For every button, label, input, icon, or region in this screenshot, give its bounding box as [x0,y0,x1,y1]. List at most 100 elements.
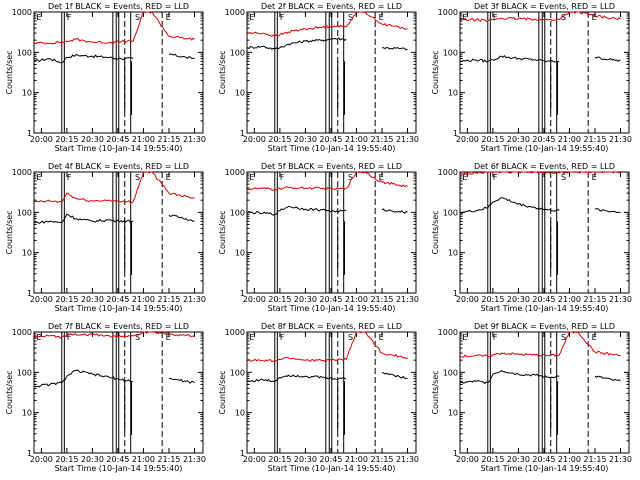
series-line-lld [460,11,621,23]
event-marker: S [561,13,566,22]
event-marker: E [166,173,171,182]
y-axis-label: Counts/sec [431,210,440,254]
y-tick-label: 10 [235,249,245,258]
x-tick-label: 20:15 [268,295,291,304]
series-line-events [247,37,408,51]
x-tick-label: 20:30 [507,455,530,464]
y-tick-label: 10 [448,249,458,258]
chart-title: Det 3f BLACK = Events, RED = LLD [474,2,615,11]
event-marker: E [166,333,171,342]
x-tick-label: 20:30 [294,135,317,144]
detector-panel-6: Det 6f BLACK = Events, RED = LLD 1 10 100 10… [426,160,639,320]
y-tick-label: 1000 [225,328,245,337]
y-tick-label: 10 [235,409,245,418]
series-line-lld [247,331,408,363]
x-tick-label: 21:15 [157,135,180,144]
y-tick-label: 100 [17,48,32,57]
x-tick-label: 20:00 [30,455,53,464]
event-marker: F [493,13,498,22]
x-tick-label: 20:00 [243,455,266,464]
event-marker: E [249,13,254,22]
y-axis-label: Counts/sec [5,210,14,254]
x-tick-label: 20:15 [55,135,78,144]
panel-chart: Det 3f BLACK = Events, RED = LLD 1 10 100 10… [431,2,632,153]
x-tick-label: 21:30 [396,295,419,304]
y-axis-label: Counts/sec [5,50,14,94]
event-marker: F [67,333,72,342]
x-tick-label: 21:30 [609,455,632,464]
x-tick-label: 21:30 [183,295,206,304]
x-tick-label: 20:45 [106,295,129,304]
y-tick-label: 1 [453,129,458,138]
event-marker: E [592,13,597,22]
y-tick-label: 1000 [438,168,458,177]
event-marker: E [36,173,41,182]
x-tick-label: 21:00 [132,295,155,304]
event-marker: F [280,333,285,342]
x-tick-label: 21:15 [583,135,606,144]
x-tick-label: 20:00 [456,455,479,464]
y-tick-label: 1000 [438,328,458,337]
y-tick-label: 10 [235,89,245,98]
y-axis-label: Counts/sec [431,50,440,94]
chart-title: Det 4f BLACK = Events, RED = LLD [48,162,189,171]
series-line-events [247,371,408,383]
y-axis-label: Counts/sec [5,370,14,414]
detector-panel-1: Det 1f BLACK = Events, RED = LLD 1 10 100 10… [0,0,213,160]
chart-title: Det 8f BLACK = Events, RED = LLD [261,322,402,331]
x-tick-label: 20:30 [294,455,317,464]
chart-title: Det 5f BLACK = Events, RED = LLD [261,162,402,171]
event-marker: E [166,13,171,22]
x-tick-label: 20:00 [243,295,266,304]
series-line-events [247,205,408,216]
x-tick-label: 20:15 [268,455,291,464]
y-tick-label: 100 [443,208,458,217]
series-line-lld [34,331,195,339]
x-tick-label: 21:30 [396,455,419,464]
x-tick-label: 21:30 [609,135,632,144]
x-tick-label: 20:15 [481,455,504,464]
x-tick-label: 21:00 [132,455,155,464]
y-tick-label: 10 [22,249,32,258]
panel-chart: Det 7f BLACK = Events, RED = LLD 1 10 100 10… [5,322,206,473]
event-marker: S [135,333,140,342]
event-marker: E [249,173,254,182]
event-marker: F [493,333,498,342]
x-tick-label: 21:00 [345,295,368,304]
x-tick-label: 21:15 [370,295,393,304]
event-marker: E [462,173,467,182]
event-marker: S [561,173,566,182]
series-line-events [460,370,621,385]
x-tick-label: 21:15 [370,455,393,464]
x-tick-label: 21:30 [183,135,206,144]
x-tick-label: 20:45 [532,135,555,144]
detector-panel-9: Det 9f BLACK = Events, RED = LLD 1 10 100 10… [426,320,639,480]
x-tick-label: 20:15 [481,135,504,144]
y-tick-label: 100 [230,48,245,57]
chart-title: Det 7f BLACK = Events, RED = LLD [48,322,189,331]
chart-title: Det 6f BLACK = Events, RED = LLD [474,162,615,171]
panel-chart: Det 2f BLACK = Events, RED = LLD 1 10 100 10… [218,2,419,153]
chart-title: Det 2f BLACK = Events, RED = LLD [261,2,402,11]
y-axis-label: Counts/sec [431,370,440,414]
event-marker: S [348,333,353,342]
y-tick-label: 10 [448,89,458,98]
y-tick-label: 1000 [12,328,32,337]
chart-title: Det 1f BLACK = Events, RED = LLD [48,2,189,11]
x-tick-label: 20:15 [55,295,78,304]
x-axis-label: Start Time (10-Jan-14 19:55:40) [481,144,609,153]
series-line-lld [34,171,195,204]
x-axis-label: Start Time (10-Jan-14 19:55:40) [55,464,183,473]
y-tick-label: 100 [443,368,458,377]
x-tick-label: 20:45 [319,295,342,304]
detector-panel-8: Det 8f BLACK = Events, RED = LLD 1 10 100 10… [213,320,426,480]
panel-chart: Det 6f BLACK = Events, RED = LLD 1 10 100 10… [431,162,632,313]
x-tick-label: 21:00 [558,295,581,304]
x-tick-label: 21:30 [183,455,206,464]
x-tick-label: 20:45 [106,455,129,464]
y-axis-label: Counts/sec [218,50,227,94]
chart-title: Det 9f BLACK = Events, RED = LLD [474,322,615,331]
y-tick-label: 1 [27,449,32,458]
x-tick-label: 20:15 [55,455,78,464]
